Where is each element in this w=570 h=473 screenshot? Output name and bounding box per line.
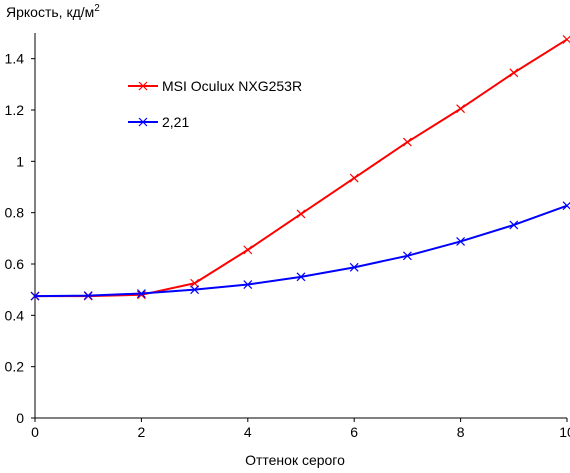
series-1-point-stroke [349,173,359,183]
series-2-line [34,204,568,298]
y-tick-label: 0 [16,410,24,426]
series-2-point [190,285,200,295]
legend-swatch-marker [138,81,148,91]
y-tick-label: 0.6 [5,256,25,272]
y-tick-label: 1.4 [5,51,25,67]
series-2-point [402,251,412,261]
legend-swatch-marker-stroke [138,117,148,127]
series-2-point [296,272,306,282]
axes: 0 0.2 0.4 0.6 0.8 1 1.2 1.4 0 2 4 6 8 10 [5,33,570,440]
legend-item-2: 2,21 [128,114,189,130]
x-tick-label: 4 [244,424,252,440]
series-2-point-stroke [30,291,40,301]
series-1-point [509,68,519,78]
x-tick-label: 10 [559,424,570,440]
series-1 [30,34,570,301]
series-2-point-stroke [456,236,466,246]
series-2-point [30,291,40,301]
x-tick-label: 2 [138,424,146,440]
x-tick-label: 8 [457,424,465,440]
y-tick-label: 1.2 [5,102,25,118]
x-axis-title: Оттенок серого [245,452,345,468]
y-tick-label: 0.8 [5,205,25,221]
legend-label: MSI Oculux NXG253R [162,78,302,94]
series-1-point [402,137,412,147]
series-2-point-stroke [509,220,519,230]
series-1-point-stroke [243,245,253,255]
series-2-point [349,262,359,272]
series-1-point [562,34,570,44]
series-2-point-stroke [243,280,253,289]
series-2-point-stroke [83,291,93,300]
series-2-point [243,280,253,289]
series-1-point [349,173,359,183]
series-1-point [190,278,200,288]
series-1-point [243,245,253,255]
series-2-point [456,236,466,246]
series-2-point-stroke [296,272,306,282]
series-1-point-stroke [190,278,200,288]
series-2-point [83,291,93,300]
legend-swatch-marker-stroke [138,81,148,91]
series-1-point [136,290,146,300]
series-1-point-stroke [509,68,519,78]
y-tick-label: 0.4 [5,307,25,323]
series [30,34,570,301]
legend-label: 2,21 [162,114,189,130]
y-tick-label: 0.2 [5,359,25,375]
legend-item-1: MSI Oculux NXG253R [128,78,302,94]
y-axis-title: Яркость, кд/м2 [6,3,100,20]
x-tick-label: 6 [350,424,358,440]
legend: MSI Oculux NXG253R 2,21 [128,78,302,130]
series-1-point-stroke [296,209,306,219]
series-1-point-stroke [456,104,466,114]
series-1-point [296,209,306,219]
series-2-point-stroke [402,251,412,261]
legend-swatch-marker [138,117,148,127]
series-1-point-stroke [402,137,412,147]
series-2-point [562,201,570,211]
series-2-point [136,289,146,298]
series-2-point [509,220,519,230]
x-tick-label: 0 [31,424,39,440]
y-tick-label: 1 [16,153,24,169]
series-1-point [456,104,466,114]
series-2-point-stroke [190,285,200,295]
series-2 [30,201,570,301]
series-1-point-stroke [136,290,146,300]
series-2-point-stroke [349,262,359,272]
series-2-point-stroke [136,289,146,298]
